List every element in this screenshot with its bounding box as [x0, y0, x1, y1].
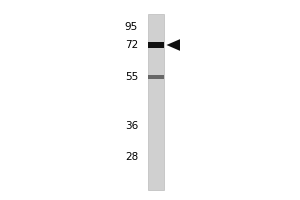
Text: 28: 28	[125, 152, 138, 162]
Bar	[148, 14, 164, 190]
Bar	[148, 75, 164, 79]
Text: 36: 36	[125, 121, 138, 131]
Polygon shape	[167, 39, 180, 51]
Text: 55: 55	[125, 72, 138, 82]
Text: 95: 95	[125, 22, 138, 32]
Bar	[148, 42, 164, 48]
Text: 72: 72	[125, 40, 138, 50]
